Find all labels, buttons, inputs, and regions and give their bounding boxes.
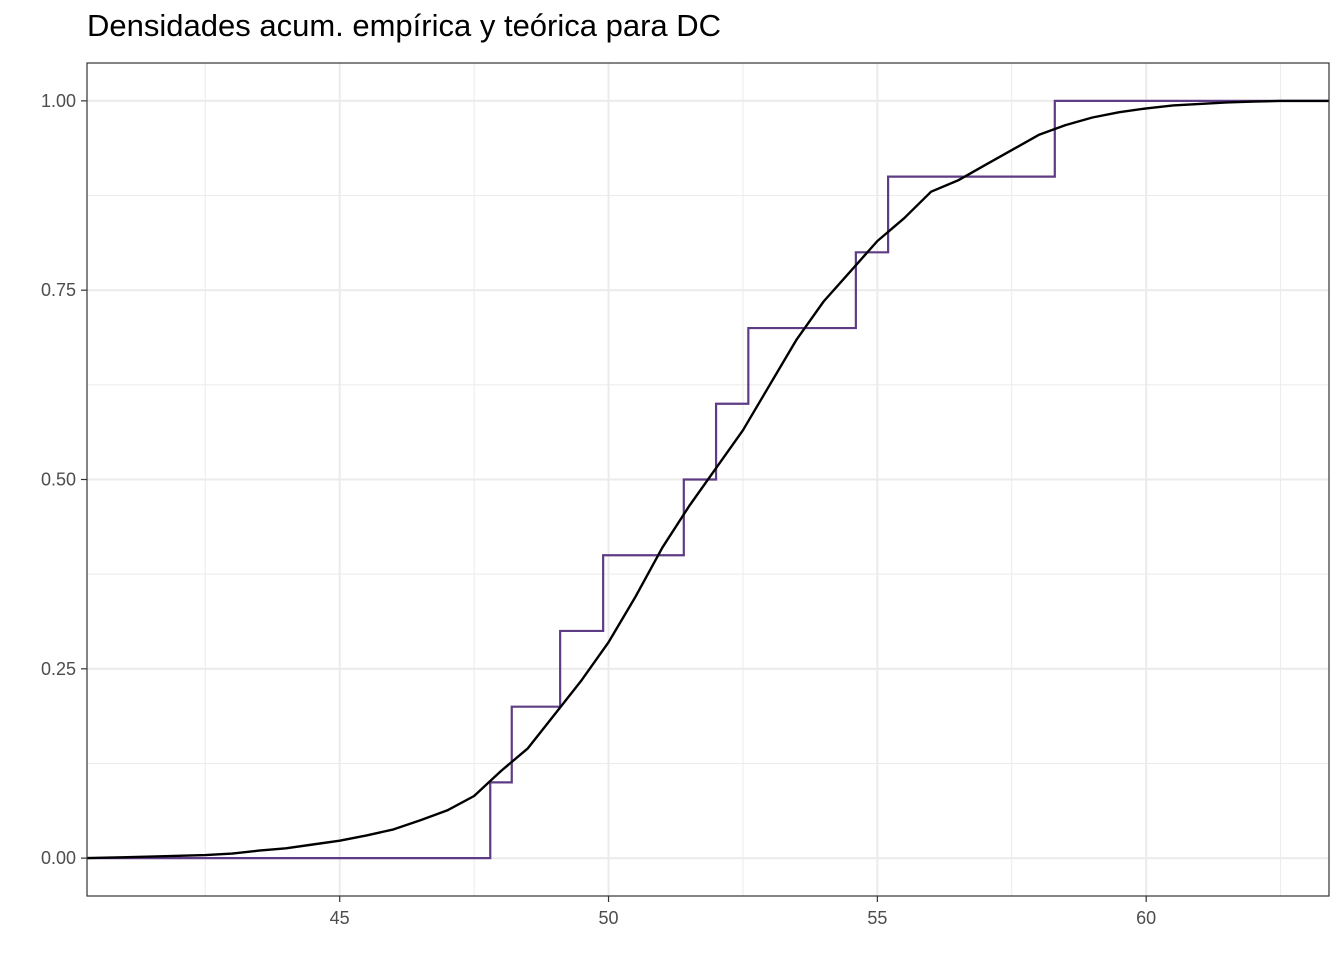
y-tick-label: 0.00 [41,848,76,868]
y-tick-label: 0.25 [41,659,76,679]
x-tick-label: 45 [330,908,350,928]
x-tick-label: 55 [867,908,887,928]
x-tick-label: 50 [599,908,619,928]
y-tick-label: 0.75 [41,280,76,300]
y-tick-label: 0.50 [41,470,76,490]
series-empirical-step [87,99,1329,860]
y-tick-label: 1.00 [41,91,76,111]
chart-title: Densidades acum. empírica y teórica para… [87,8,722,43]
series-theoretical-curve [86,99,1329,860]
x-tick-label: 60 [1136,908,1156,928]
